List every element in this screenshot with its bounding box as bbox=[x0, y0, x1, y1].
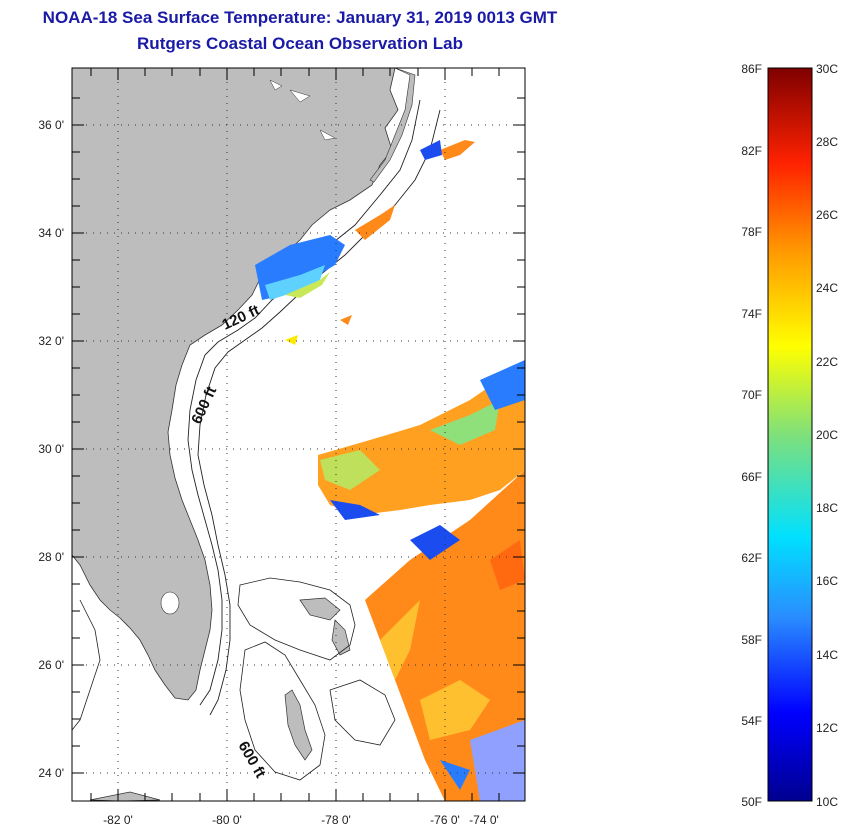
c-label-24: 24C bbox=[816, 281, 838, 295]
colorbar-gradient bbox=[767, 67, 813, 802]
andros-island bbox=[284, 689, 313, 761]
c-label-18: 18C bbox=[816, 501, 838, 515]
c-label-28: 28C bbox=[816, 135, 838, 149]
f-label-74: 74F bbox=[741, 307, 762, 321]
grand-bahama bbox=[299, 597, 341, 621]
lat-label-36: 36 0' bbox=[38, 118, 64, 132]
f-label-86: 86F bbox=[741, 62, 762, 76]
c-label-26: 26C bbox=[816, 208, 838, 222]
lat-label-30: 30 0' bbox=[38, 442, 64, 456]
lon-label-78: -78 0' bbox=[321, 813, 351, 827]
f-label-50: 50F bbox=[741, 795, 762, 809]
sst-swath-north bbox=[255, 140, 475, 345]
lat-label-34: 34 0' bbox=[38, 226, 64, 240]
f-label-70: 70F bbox=[741, 388, 762, 402]
bays bbox=[269, 79, 336, 141]
c-label-14: 14C bbox=[816, 648, 838, 662]
f-label-82: 82F bbox=[741, 144, 762, 158]
colorbar-celsius-labels: 30C 28C 26C 24C 22C 20C 18C 16C 14C 12C … bbox=[816, 62, 838, 809]
c-label-22: 22C bbox=[816, 355, 838, 369]
c-label-16: 16C bbox=[816, 574, 838, 588]
f-label-66: 66F bbox=[741, 470, 762, 484]
f-label-58: 58F bbox=[741, 633, 762, 647]
colorbar-fahrenheit-labels: 86F 82F 78F 74F 70F 66F 62F 58F 54F 50F bbox=[741, 62, 762, 809]
longitude-labels: -82 0' -80 0' -78 0' -76 0' -74 0' bbox=[103, 813, 499, 827]
map-title: NOAA-18 Sea Surface Temperature: January… bbox=[42, 8, 558, 27]
map-frame bbox=[71, 67, 526, 802]
temperature-colorbar: 86F 82F 78F 74F 70F 66F 62F 58F 54F 50F … bbox=[741, 62, 838, 809]
lake-okeechobee bbox=[160, 591, 180, 615]
lat-label-28: 28 0' bbox=[38, 550, 64, 564]
c-label-10: 10C bbox=[816, 795, 838, 809]
lon-label-74: -74 0' bbox=[469, 813, 499, 827]
frame-ticks bbox=[72, 68, 525, 801]
lat-label-32: 32 0' bbox=[38, 334, 64, 348]
contour-120ft bbox=[187, 99, 421, 706]
f-label-54: 54F bbox=[741, 714, 762, 728]
c-label-20: 20C bbox=[816, 428, 838, 442]
lon-label-80: -80 0' bbox=[212, 813, 242, 827]
lat-label-26: 26 0' bbox=[38, 658, 64, 672]
lon-label-82: -82 0' bbox=[103, 813, 133, 827]
lat-label-24: 24 0' bbox=[38, 766, 64, 780]
contour-bahamas bbox=[72, 577, 396, 781]
lon-label-76: -76 0' bbox=[430, 813, 460, 827]
c-label-12: 12C bbox=[816, 721, 838, 735]
f-label-62: 62F bbox=[741, 551, 762, 565]
c-label-30: 30C bbox=[816, 62, 838, 76]
land-mainland bbox=[72, 68, 399, 701]
latitude-labels: 36 0' 34 0' 32 0' 30 0' 28 0' 26 0' 24 0… bbox=[38, 118, 64, 780]
map-subtitle: Rutgers Coastal Ocean Observation Lab bbox=[137, 34, 463, 53]
outer-banks bbox=[369, 68, 416, 183]
f-label-78: 78F bbox=[741, 225, 762, 239]
